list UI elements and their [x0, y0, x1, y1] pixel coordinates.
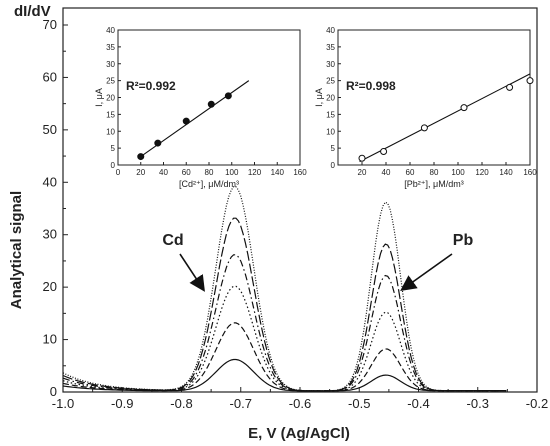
inset-pb-calibration: 20 40 60 80 100 120 140 160 0 5 10 15 20 25 30 35 40 [Pb²…: [314, 26, 537, 189]
y-tick-label: 60: [43, 69, 57, 84]
y-tick-label: 10: [43, 332, 57, 347]
x-tick-label: -0.2: [526, 396, 548, 411]
inset-r2-label: R²=0.998: [346, 79, 396, 93]
peak-annotations: Cd Pb: [162, 232, 474, 292]
inset-y-tick-label: 15: [326, 110, 335, 119]
inset-x-tick-label: 40: [382, 168, 391, 177]
inset-data-point: [182, 117, 190, 125]
x-tick-label: -0.3: [467, 396, 489, 411]
inset-y-tick-label: 40: [106, 26, 115, 35]
x-axis-title: E, V (Ag/AgCl): [248, 425, 350, 442]
x-tick-label: -0.4: [407, 396, 429, 411]
inset-frame: [117, 29, 301, 166]
series-curve-3: [62, 285, 507, 392]
inset-x-tick-label: 20: [358, 168, 367, 177]
inset-x-tick-label: 20: [136, 168, 145, 177]
main-axes: -1.0 -0.9 -0.8 -0.7 -0.6 -0.5 -0.4 -0.3 -0.20102…: [43, 7, 548, 411]
inset-r2-label: R²=0.992: [126, 79, 176, 93]
y-tick-label: 30: [43, 227, 57, 242]
inset-x-tick-label: 0: [116, 168, 121, 177]
series-curve-5: [62, 217, 507, 392]
inset-x-tick-label: 140: [271, 168, 285, 177]
series-curve-6: [62, 186, 507, 392]
x-tick-label: -0.5: [348, 396, 370, 411]
pb-peak-label: Pb: [453, 232, 474, 249]
x-tick-label: -1.0: [52, 396, 74, 411]
inset-x-tick-label: 100: [451, 168, 465, 177]
inset-y-tick-label: 25: [326, 77, 335, 86]
inset-data-point: [137, 153, 145, 161]
corner-label: dI/dV: [14, 3, 51, 20]
inset-data-point: [380, 148, 388, 155]
inset-y-tick-label: 5: [331, 144, 336, 153]
y-tick-label: 50: [43, 122, 57, 137]
inset-x-tick-label: 120: [475, 168, 489, 177]
inset-y-tick-label: 30: [106, 60, 115, 69]
inset-y-tick-label: 20: [326, 94, 335, 103]
inset-data-point: [154, 139, 162, 147]
inset-y-tick-label: 35: [326, 43, 335, 52]
inset-y-tick-label: 5: [111, 144, 116, 153]
inset-data-point: [358, 154, 366, 162]
inset-cd-calibration: 0 20 40 60 80 100 120 140 160 0 5 10 15 20 25 30 35 40 [Cd…: [94, 26, 307, 189]
inset-x-tick-label: 60: [182, 168, 191, 177]
y-axis-title: Analytical signal: [8, 191, 25, 309]
inset-data-point: [420, 124, 428, 132]
inset-x-tick-label: 160: [293, 168, 307, 177]
cd-peak-arrow: [179, 253, 205, 292]
pb-peak-arrow: [400, 253, 453, 292]
inset-x-axis-title: [Cd²⁺], μM/dm³: [179, 179, 239, 189]
y-tick-label: 20: [43, 279, 57, 294]
inset-y-tick-label: 25: [106, 77, 115, 86]
inset-data-point: [224, 92, 232, 100]
inset-x-tick-label: 160: [523, 168, 537, 177]
y-tick-label: 70: [43, 17, 57, 32]
inset-data-point: [526, 77, 534, 85]
inset-y-tick-label: 35: [106, 43, 115, 52]
inset-y-tick-label: 10: [326, 127, 335, 136]
inset-x-axis-title: [Pb²⁺], μM/dm³: [404, 179, 463, 189]
inset-fit-line: [359, 73, 531, 163]
cd-peak-label: Cd: [162, 232, 183, 249]
inset-frame: [337, 29, 531, 166]
inset-x-tick-label: 80: [430, 168, 439, 177]
inset-data-point: [460, 104, 468, 112]
main-curves: [62, 186, 507, 392]
series-curve-4: [62, 254, 507, 392]
inset-y-tick-label: 15: [106, 110, 115, 119]
inset-x-tick-label: 60: [406, 168, 415, 177]
inset-y-axis-title: I, μA: [314, 88, 324, 107]
y-tick-label: 0: [50, 384, 57, 399]
x-tick-label: -0.7: [230, 396, 252, 411]
inset-data-point: [207, 100, 215, 108]
inset-y-tick-label: 0: [331, 161, 336, 170]
inset-y-tick-label: 20: [106, 94, 115, 103]
x-tick-label: -0.9: [111, 396, 133, 411]
y-tick-label: 40: [43, 174, 57, 189]
inset-data-point: [506, 83, 514, 91]
inset-y-axis-title: I, μA: [94, 88, 104, 107]
inset-x-tick-label: 140: [499, 168, 513, 177]
inset-x-tick-label: 80: [205, 168, 214, 177]
inset-x-tick-label: 120: [248, 168, 262, 177]
inset-y-tick-label: 10: [106, 127, 115, 136]
inset-x-tick-label: 40: [159, 168, 168, 177]
inset-x-tick-label: 100: [225, 168, 239, 177]
inset-y-tick-label: 0: [111, 161, 116, 170]
x-tick-label: -0.8: [170, 396, 192, 411]
inset-y-tick-label: 30: [326, 60, 335, 69]
x-tick-label: -0.6: [289, 396, 311, 411]
inset-y-tick-label: 40: [326, 26, 335, 35]
series-curve-2: [62, 322, 507, 392]
